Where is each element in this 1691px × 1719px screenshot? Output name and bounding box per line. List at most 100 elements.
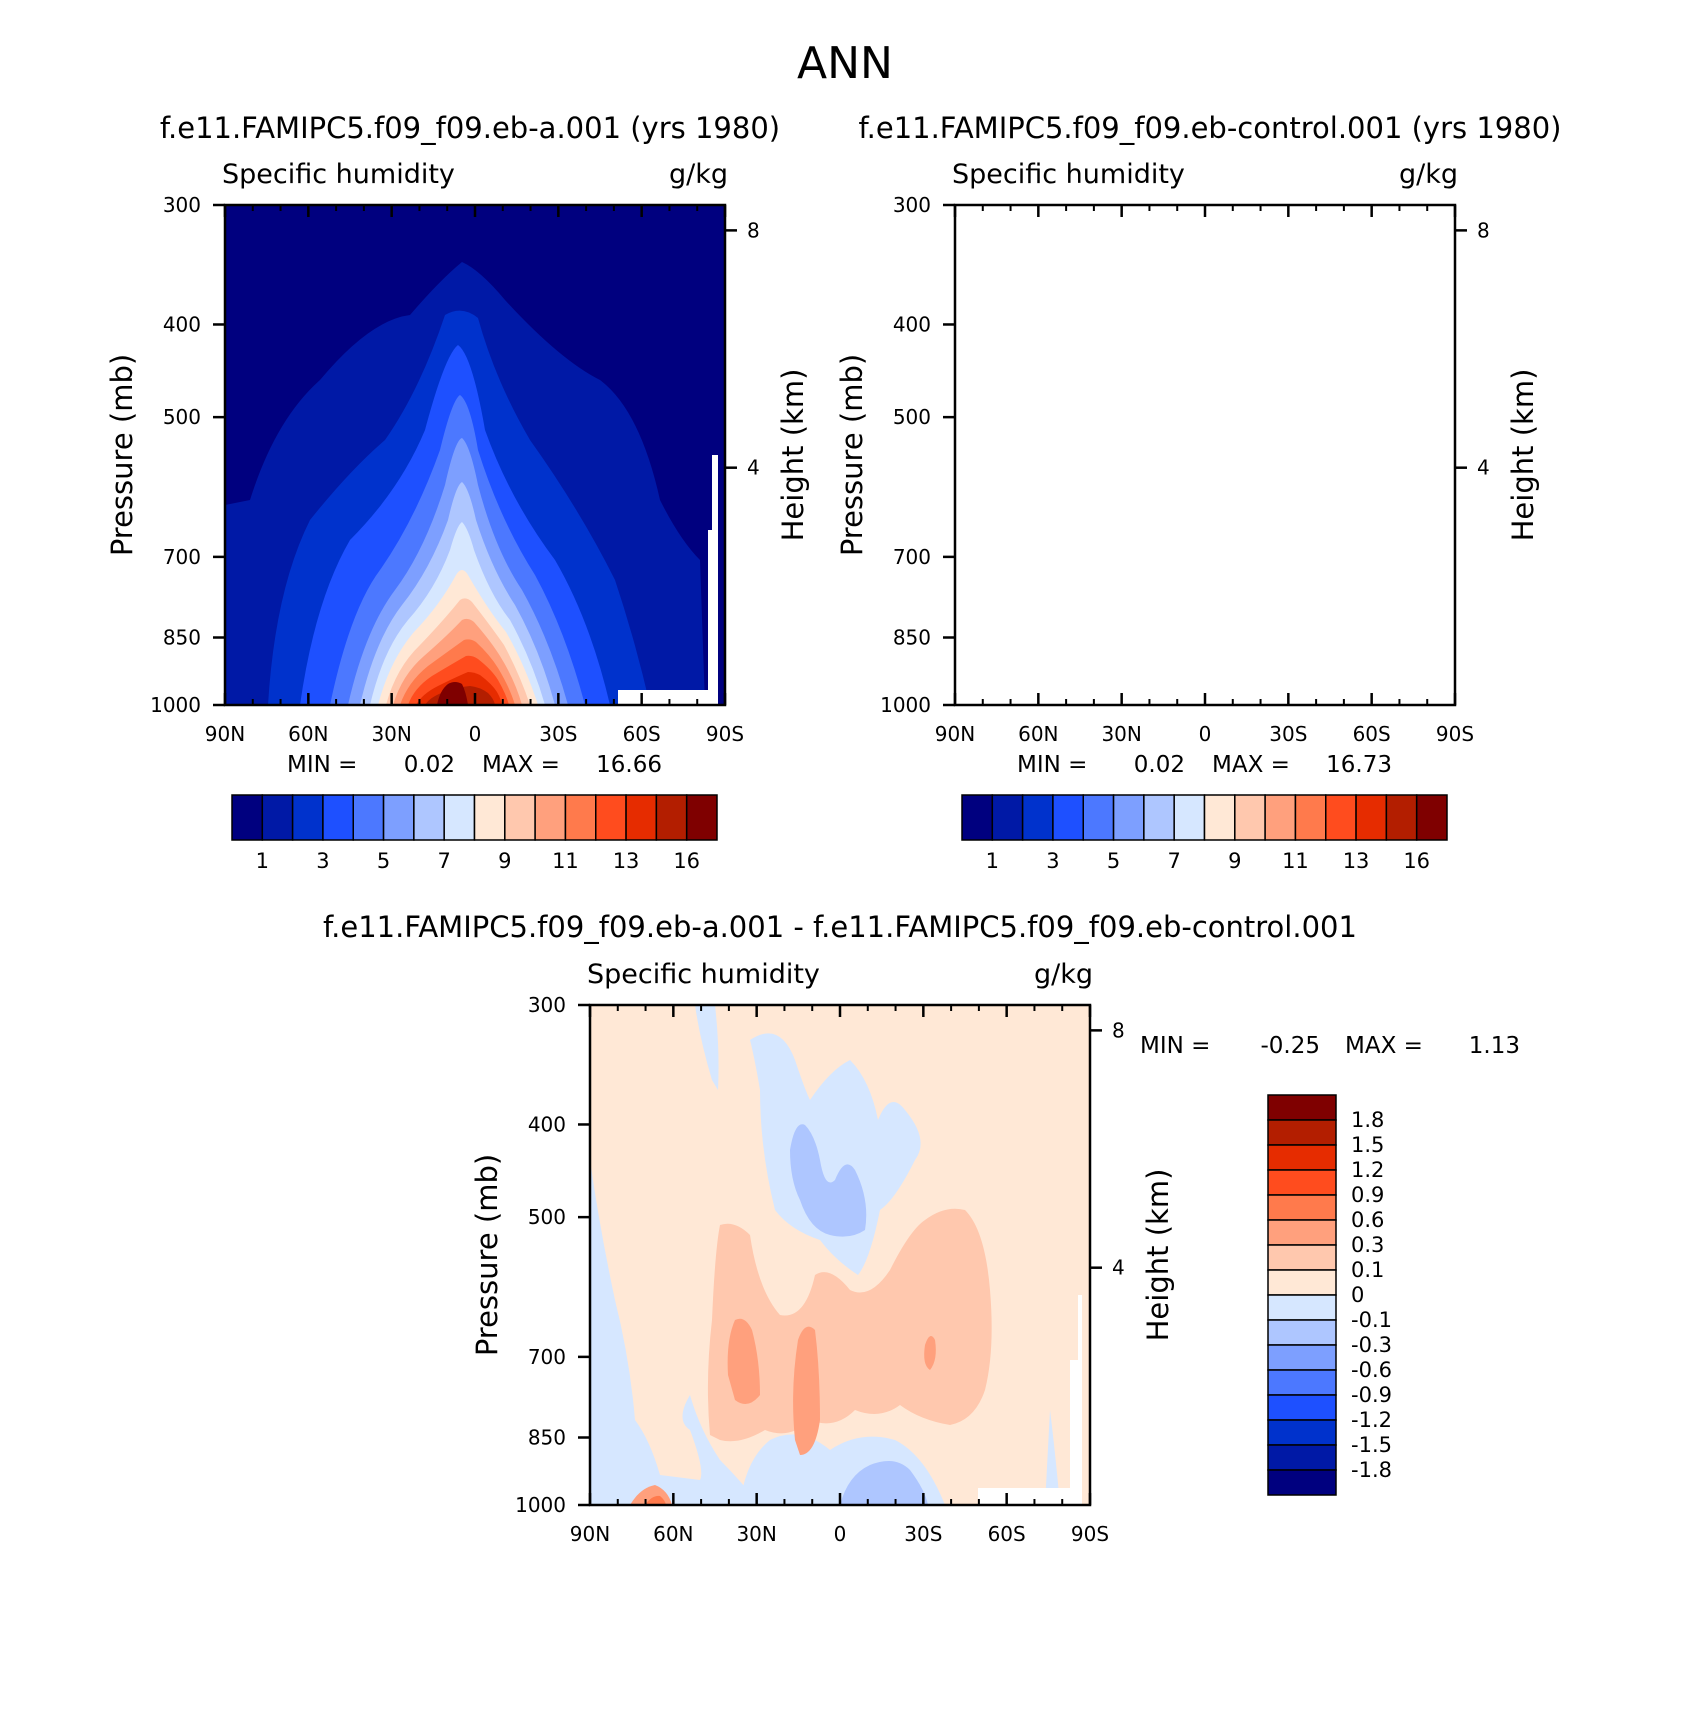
- y-tick-label: 1000: [150, 693, 201, 717]
- colorbar-box: [1264, 794, 1297, 841]
- colorbar-label: 13: [613, 849, 640, 873]
- colorbar-box: [231, 794, 264, 841]
- colorbar-label: 3: [1046, 849, 1059, 873]
- colorbar-label: 13: [1343, 849, 1370, 873]
- panel-a-missing: [618, 455, 718, 705]
- colorbar-label: -1.5: [1351, 1433, 1392, 1457]
- y-tick-label: 1000: [515, 1493, 566, 1517]
- panel-c-contours: [590, 1005, 1090, 1505]
- x-tick-label: 30N: [736, 1522, 776, 1546]
- colorbar-box: [1355, 794, 1388, 841]
- panel-a-ylabel: Pressure (mb): [105, 354, 139, 556]
- panel-c-missing: [978, 1295, 1082, 1505]
- x-tick-label: 30S: [539, 722, 577, 746]
- x-tick-label: 30N: [1101, 722, 1141, 746]
- panel-b-frame: [953, 203, 1457, 707]
- panel-c-max-label: MAX =: [1345, 1033, 1423, 1059]
- band-a-15: [437, 682, 468, 705]
- colorbar-box: [961, 794, 994, 841]
- colorbar-label: 9: [498, 849, 511, 873]
- y-tick-label: 850: [528, 1426, 566, 1450]
- y-tick-label: 500: [528, 1205, 566, 1229]
- y-right-tick-label: 8: [1477, 218, 1490, 242]
- diff-pos2-dot: [924, 1336, 936, 1370]
- y-tick-label: 700: [893, 545, 931, 569]
- colorbar-box: [504, 794, 536, 841]
- diff-pos-bottom-core: [645, 1495, 666, 1505]
- panel-b-contours: [955, 205, 1455, 705]
- colorbar-box: [382, 794, 415, 841]
- panel-a-max-value: 16.66: [596, 752, 662, 778]
- colorbar-box: [564, 794, 597, 841]
- colorbar-box: [1203, 794, 1236, 841]
- x-tick-label: 60S: [1353, 722, 1391, 746]
- band-b-0: [955, 205, 1455, 705]
- band-b-3: [1030, 345, 1340, 705]
- panel-a-subtitle-right: g/kg: [669, 159, 728, 190]
- colorbar-box: [1385, 794, 1418, 841]
- panel-a-min-label: MIN =: [287, 752, 357, 778]
- diff-neg-upper: [750, 1033, 921, 1275]
- x-tick-label: 90N: [570, 1522, 610, 1546]
- band-b-2: [998, 311, 1380, 705]
- colorbar-box: [1021, 794, 1054, 841]
- panel-b-ylabel-right: Height (km): [1506, 369, 1540, 542]
- panel-b-ylabel: Pressure (mb): [835, 354, 869, 556]
- colorbar-box: [291, 794, 324, 841]
- y-tick-label: 500: [893, 405, 931, 429]
- panel-b-missing: [1348, 455, 1448, 705]
- colorbar-label: 0.3: [1351, 1233, 1384, 1257]
- band-b-13: [1146, 672, 1232, 705]
- panel-c: f.e11.FAMIPC5.f09_f09.eb-a.001 - f.e11.F…: [323, 910, 1520, 1507]
- y-right-tick-label: 4: [747, 456, 760, 480]
- x-tick-label: 90S: [1436, 722, 1474, 746]
- y-tick-label: 850: [893, 626, 931, 650]
- colorbar-box: [1267, 1319, 1337, 1346]
- colorbar-label: -0.9: [1351, 1383, 1392, 1407]
- colorbar-label: 5: [377, 849, 390, 873]
- colorbar-box: [1267, 1469, 1337, 1496]
- colorbar-box: [352, 794, 385, 841]
- diff-pos2-mid: [793, 1326, 820, 1455]
- colorbar-box: [1267, 1119, 1337, 1146]
- x-tick-label: 0: [834, 1522, 847, 1546]
- band-b-14: [1155, 686, 1225, 705]
- panel-a-ylabel-right: Height (km): [776, 369, 810, 542]
- colorbar-box: [685, 794, 718, 841]
- x-tick-label: 60N: [288, 722, 328, 746]
- panel-b-min-label: MIN =: [1017, 752, 1087, 778]
- diff-pos1: [707, 1208, 992, 1442]
- main-title: ANN: [797, 38, 893, 89]
- x-tick-label: 60N: [653, 1522, 693, 1546]
- colorbar-box: [1267, 1094, 1337, 1121]
- colorbar-box: [1143, 794, 1175, 841]
- colorbar-box: [1082, 794, 1115, 841]
- colorbar-label: 11: [552, 849, 579, 873]
- colorbar-box: [1112, 794, 1145, 841]
- panel-b-max-value: 16.73: [1326, 752, 1392, 778]
- x-tick-label: 60N: [1018, 722, 1058, 746]
- colorbar-box: [1267, 1344, 1337, 1371]
- y-tick-label: 400: [163, 312, 201, 336]
- y-right-tick-label: 8: [1112, 1018, 1125, 1042]
- colorbar-label: 0.9: [1351, 1183, 1384, 1207]
- colorbar-label: 1.5: [1351, 1133, 1384, 1157]
- panel-c-max-value: 1.13: [1469, 1033, 1520, 1059]
- panel-b-title: f.e11.FAMIPC5.f09_f09.eb-control.001 (yr…: [859, 111, 1562, 145]
- colorbar-label: 0.6: [1351, 1208, 1384, 1232]
- band-b-15: [1167, 682, 1198, 705]
- band-b-4: [1060, 395, 1315, 705]
- colorbar-label: -0.1: [1351, 1308, 1392, 1332]
- colorbar-label: 1.2: [1351, 1158, 1384, 1182]
- colorbar-label: 9: [1228, 849, 1241, 873]
- diff-neg-left: [590, 1160, 760, 1505]
- x-tick-label: 0: [469, 722, 482, 746]
- x-tick-label: 30S: [904, 1522, 942, 1546]
- panel-a-title: f.e11.FAMIPC5.f09_f09.eb-a.001 (yrs 1980…: [160, 111, 780, 145]
- colorbar-label: 0: [1351, 1283, 1364, 1307]
- colorbar-box: [1267, 1369, 1337, 1396]
- band-b-7: [1100, 522, 1275, 705]
- y-right-tick-label: 8: [747, 218, 760, 242]
- diff-neg-right: [1045, 1410, 1060, 1505]
- colorbar-label: 1: [986, 849, 999, 873]
